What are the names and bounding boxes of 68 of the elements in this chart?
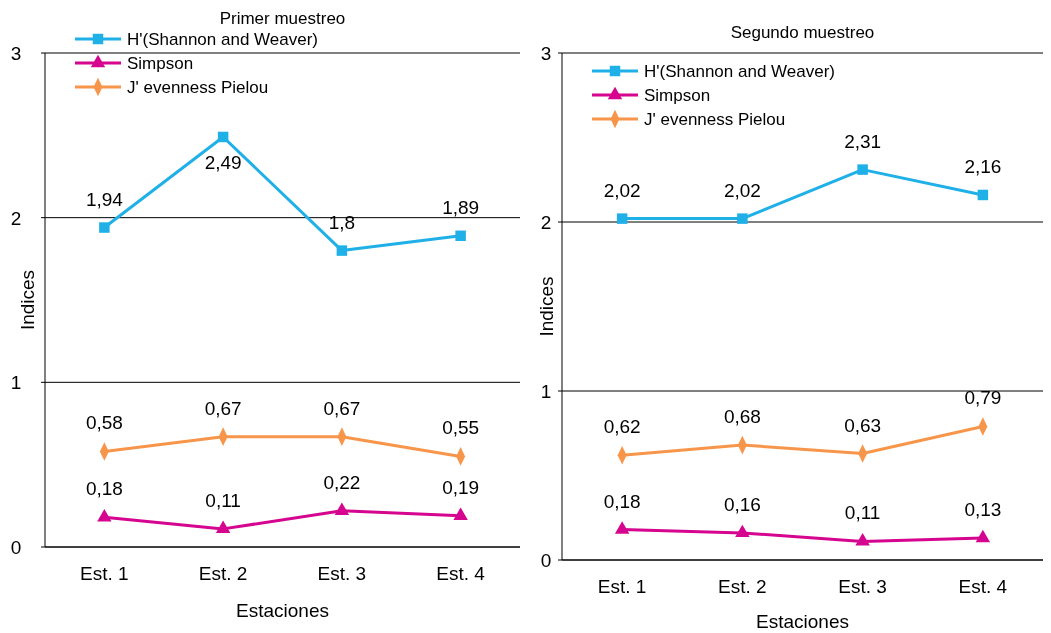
x-tick-label: Est. 4 <box>436 563 486 584</box>
point <box>857 164 868 175</box>
point <box>455 230 466 242</box>
point <box>975 529 991 543</box>
x-tick-label: Est. 3 <box>838 576 887 597</box>
point <box>336 245 348 256</box>
legend-label: H'(Shannon and Weaver) <box>644 62 835 81</box>
y-tick-label: 2 <box>10 207 22 229</box>
data-label: 0,11 <box>844 502 881 524</box>
x-tick-label: Est. 1 <box>80 563 129 584</box>
data-label: 2,16 <box>964 155 1002 177</box>
point <box>737 213 748 224</box>
point <box>334 502 350 515</box>
legend-label: H'(Shannon and Weaver) <box>127 30 318 49</box>
data-label: 0,55 <box>442 417 480 439</box>
data-label: 0,63 <box>844 414 882 436</box>
data-label: 0,79 <box>964 387 1002 409</box>
y-axis-title: Indices <box>536 276 557 337</box>
point <box>97 509 112 522</box>
data-label: 0,11 <box>205 489 241 511</box>
data-label: 0,16 <box>723 493 761 515</box>
x-tick-label: Est. 3 <box>317 563 367 584</box>
data-label: 0,19 <box>442 476 480 498</box>
data-label: 0,62 <box>603 416 641 438</box>
chart-title: Primer muestreo <box>219 9 346 28</box>
data-label: 2,49 <box>204 151 242 173</box>
legend-label: J' evenness Pielou <box>644 110 786 129</box>
data-label: 0,67 <box>323 397 361 419</box>
y-tick-label: 3 <box>540 43 552 64</box>
y-tick-label: 3 <box>10 43 22 64</box>
y-tick-label: 1 <box>540 381 552 402</box>
chart-title: Segundo muestreo <box>730 23 875 42</box>
data-label: 0,58 <box>85 412 123 434</box>
legend-label: J' evenness Pielou <box>127 78 269 97</box>
y-tick-label: 1 <box>10 372 22 394</box>
data-label: 1,89 <box>442 196 480 218</box>
y-tick-label: 0 <box>10 537 22 558</box>
x-tick-label: Est. 2 <box>198 563 248 584</box>
x-tick-label: Est. 4 <box>958 576 1008 597</box>
x-axis-title: Estaciones <box>236 600 329 621</box>
x-axis-title: Estaciones <box>756 611 849 632</box>
y-tick-label: 0 <box>540 550 552 571</box>
point <box>614 521 630 534</box>
data-label: 0,13 <box>964 499 1002 521</box>
point <box>215 520 231 534</box>
point <box>735 524 750 538</box>
y-tick-label: 2 <box>540 212 552 233</box>
point <box>616 213 628 224</box>
x-tick-label: Est. 2 <box>718 576 767 597</box>
data-label: 0,67 <box>204 397 242 419</box>
x-tick-label: Est. 1 <box>597 576 647 597</box>
point <box>217 131 229 143</box>
data-label: 1,8 <box>328 211 356 233</box>
point <box>453 507 468 520</box>
point <box>99 222 110 233</box>
data-label: 0,18 <box>85 478 123 500</box>
data-label: 0,18 <box>603 490 641 512</box>
legend-label: Simpson <box>127 54 194 73</box>
y-axis-title: Indices <box>17 269 38 331</box>
point <box>977 189 989 201</box>
legend-label: Simpson <box>644 86 711 105</box>
data-label: 2,02 <box>723 179 761 201</box>
point <box>855 533 870 546</box>
data-label: 1,94 <box>85 188 124 210</box>
data-label: 0,68 <box>723 406 761 428</box>
data-label: 2,31 <box>844 130 882 152</box>
data-label: 0,22 <box>323 471 361 493</box>
data-label: 2,02 <box>603 179 641 201</box>
